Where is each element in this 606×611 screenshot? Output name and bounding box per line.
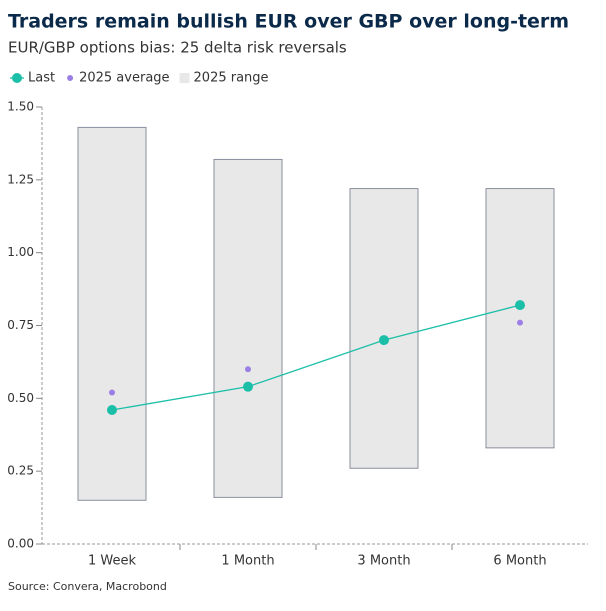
series-line <box>111 304 521 411</box>
average-point <box>245 366 251 373</box>
line-point <box>243 381 253 392</box>
chart-subtitle: EUR/GBP options bias: 25 delta risk reve… <box>8 39 347 57</box>
legend-label: Last <box>28 71 55 86</box>
y-tick-label: 1.50 <box>7 100 34 114</box>
line-point <box>515 300 525 311</box>
legend-marker <box>179 73 190 83</box>
legend-marker <box>12 73 22 83</box>
y-tick-label: 0.00 <box>7 537 34 551</box>
source: Source: Convera, Macrobond <box>8 580 167 593</box>
chart-title: Traders remain bullish EUR over GBP over… <box>8 11 569 33</box>
range-box <box>213 158 283 498</box>
x-tick-label: 3 Month <box>357 554 410 569</box>
x-tick-label: 1 Month <box>221 554 274 569</box>
y-tick-label: 1.00 <box>7 245 34 259</box>
y-tick-label: 0.75 <box>7 318 34 332</box>
y-tick-label: 0.25 <box>7 464 34 478</box>
range-box <box>485 188 555 449</box>
range-box <box>77 126 147 501</box>
line-point <box>107 404 117 415</box>
legend-marker <box>67 75 74 81</box>
legend-label: 2025 average <box>79 71 169 86</box>
y-tick-label: 1.25 <box>7 172 34 186</box>
range-box <box>349 188 419 469</box>
x-tick-label: 1 Week <box>88 554 136 569</box>
y-tick-label: 0.50 <box>7 391 34 405</box>
legend-label: 2025 range <box>194 71 269 86</box>
line-point <box>379 335 389 346</box>
average-point <box>109 389 115 396</box>
average-point <box>517 319 523 326</box>
x-tick-label: 6 Month <box>493 554 546 569</box>
